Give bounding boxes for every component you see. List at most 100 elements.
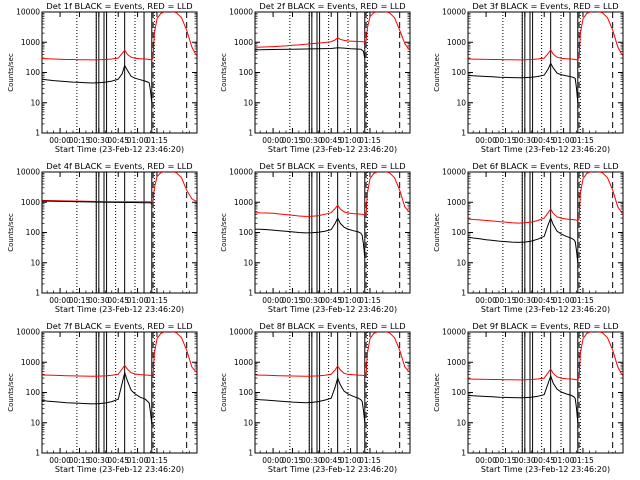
x-axis-label: Start Time (23-Feb-12 23:46:20) (268, 145, 397, 154)
x-tick-label: 00:45 (320, 136, 342, 145)
y-tick-label: 10000 (229, 168, 253, 177)
y-axis-label: Counts/sec (7, 53, 15, 92)
series-line-lld (255, 172, 410, 217)
y-tick-label: 10 (30, 98, 40, 107)
y-tick-label: 1 (248, 289, 253, 298)
x-tick-label: 00:45 (107, 456, 129, 465)
chart-panel-6: Det 6f BLACK = Events, RED = LLD 1 10 100 10… (433, 161, 624, 314)
y-tick-label: 1000 (447, 358, 466, 367)
x-axis-label: Start Time (23-Feb-12 23:46:20) (481, 305, 610, 314)
y-tick-label: 10000 (229, 328, 253, 337)
y-tick-label: 100 (452, 388, 467, 397)
x-tick-label: 00:00 (262, 456, 284, 465)
y-tick-label: 100 (239, 68, 254, 77)
x-tick-label: 00:15 (69, 296, 91, 305)
axes-frame (41, 171, 198, 294)
y-tick-label: 1 (461, 449, 466, 458)
y-tick-label: 1000 (21, 198, 40, 207)
y-tick-label: 1 (35, 449, 40, 458)
chart-panel-1: Det 1f BLACK = Events, RED = LLD 1 10 100 10… (7, 1, 198, 154)
series-line-lld (42, 172, 197, 203)
x-tick-label: 00:30 (514, 136, 536, 145)
series-line-lld (468, 172, 623, 224)
x-tick-label: 00:45 (533, 136, 555, 145)
y-tick-label: 10000 (16, 8, 40, 17)
x-tick-label: 00:30 (514, 456, 536, 465)
x-tick-label: 00:00 (49, 296, 71, 305)
x-tick-label: 00:45 (533, 456, 555, 465)
y-tick-label: 1 (461, 289, 466, 298)
series-line-events (255, 47, 366, 59)
x-tick-label: 01:00 (340, 456, 362, 465)
x-tick-label: 01:00 (127, 136, 149, 145)
y-tick-label: 100 (239, 388, 254, 397)
y-tick-label: 100 (239, 228, 254, 237)
x-tick-label: 00:30 (301, 296, 323, 305)
chart-panel-7: Det 7f BLACK = Events, RED = LLD 1 10 100 10… (7, 321, 198, 474)
y-tick-label: 1 (35, 289, 40, 298)
y-axis-label: Counts/sec (7, 213, 15, 252)
series-line-lld (42, 12, 197, 61)
y-tick-label: 1000 (21, 38, 40, 47)
x-tick-label: 01:15 (146, 136, 168, 145)
x-tick-label: 01:15 (572, 136, 594, 145)
y-axis-label: Counts/sec (433, 53, 441, 92)
x-tick-label: 01:15 (359, 456, 381, 465)
series-line-events (42, 64, 153, 103)
series-line-lld (255, 332, 410, 377)
x-tick-label: 00:15 (495, 136, 517, 145)
y-tick-label: 1000 (447, 38, 466, 47)
series-line-events (255, 216, 366, 258)
y-tick-label: 10 (243, 98, 253, 107)
series-line-events (255, 376, 366, 423)
y-tick-label: 10 (456, 418, 466, 427)
x-tick-label: 00:45 (107, 136, 129, 145)
x-axis-label: Start Time (23-Feb-12 23:46:20) (55, 465, 184, 474)
chart-title: Det 3f BLACK = Events, RED = LLD (472, 1, 618, 11)
axes-frame (254, 331, 411, 454)
y-tick-label: 10 (30, 418, 40, 427)
chart-panel-4: Det 4f BLACK = Events, RED = LLD 1 10 100 10… (7, 161, 198, 314)
y-tick-label: 1 (248, 449, 253, 458)
chart-title: Det 8f BLACK = Events, RED = LLD (259, 321, 405, 331)
x-tick-label: 00:30 (88, 456, 110, 465)
x-tick-label: 01:00 (127, 456, 149, 465)
x-tick-label: 00:00 (49, 136, 71, 145)
y-tick-label: 10 (456, 98, 466, 107)
x-tick-label: 00:00 (262, 296, 284, 305)
x-tick-label: 01:00 (553, 136, 575, 145)
x-axis-label: Start Time (23-Feb-12 23:46:20) (268, 465, 397, 474)
axes-frame (467, 331, 624, 454)
y-tick-label: 10000 (442, 328, 466, 337)
y-tick-label: 10000 (16, 168, 40, 177)
chart-title: Det 7f BLACK = Events, RED = LLD (46, 321, 192, 331)
y-tick-label: 100 (452, 228, 467, 237)
x-tick-label: 00:15 (69, 456, 91, 465)
x-tick-label: 00:00 (475, 136, 497, 145)
chart-title: Det 9f BLACK = Events, RED = LLD (472, 321, 618, 331)
x-tick-label: 01:15 (146, 296, 168, 305)
x-tick-label: 00:30 (301, 136, 323, 145)
y-tick-label: 1000 (447, 198, 466, 207)
chart-panel-9: Det 9f BLACK = Events, RED = LLD 1 10 100 10… (433, 321, 624, 474)
x-tick-label: 00:30 (301, 456, 323, 465)
chart-panel-5: Det 5f BLACK = Events, RED = LLD 1 10 100 10… (220, 161, 411, 314)
y-tick-label: 1000 (234, 358, 253, 367)
x-tick-label: 00:30 (514, 296, 536, 305)
series-line-events (468, 216, 579, 263)
chart-title: Det 4f BLACK = Events, RED = LLD (46, 161, 192, 171)
x-tick-label: 00:15 (495, 456, 517, 465)
y-tick-label: 1000 (234, 198, 253, 207)
y-axis-label: Counts/sec (433, 213, 441, 252)
y-tick-label: 10 (243, 418, 253, 427)
series-line-lld (468, 332, 623, 381)
x-tick-label: 00:45 (533, 296, 555, 305)
x-tick-label: 00:30 (88, 296, 110, 305)
y-axis-label: Counts/sec (220, 213, 228, 252)
y-axis-label: Counts/sec (220, 53, 228, 92)
series-line-lld (468, 12, 623, 61)
chart-panel-8: Det 8f BLACK = Events, RED = LLD 1 10 100 10… (220, 321, 411, 474)
x-tick-label: 00:15 (495, 296, 517, 305)
x-tick-label: 00:00 (262, 136, 284, 145)
